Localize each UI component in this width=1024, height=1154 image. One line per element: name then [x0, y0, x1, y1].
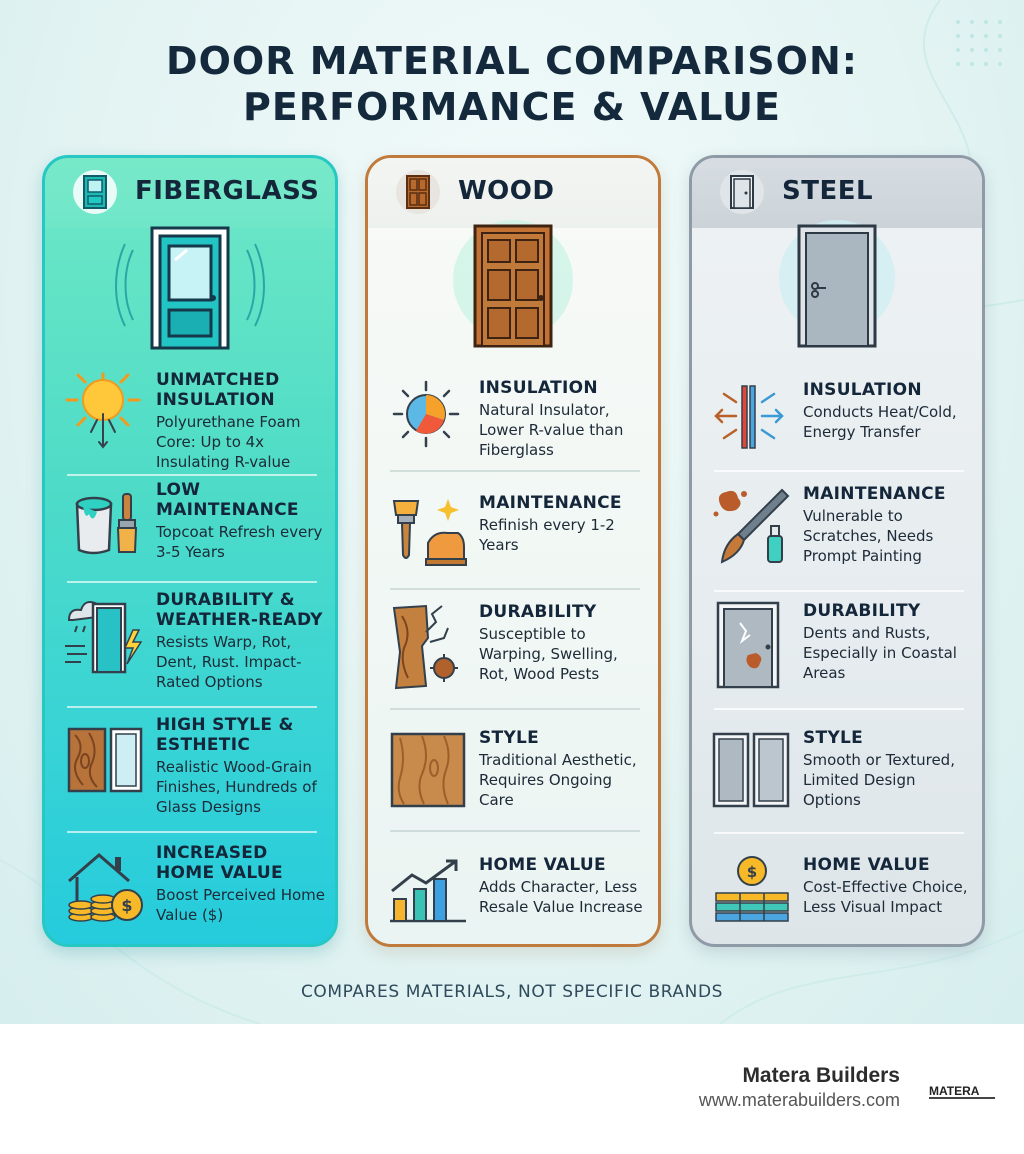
- title-line-2: PERFORMANCE & VALUE: [243, 85, 781, 129]
- divider: [714, 832, 964, 834]
- feature-description: Refinish every 1-2 Years: [479, 516, 615, 554]
- steel-door-icon: [720, 170, 764, 214]
- feature-description: Polyurethane Foam Core: Up to 4x Insulat…: [156, 413, 301, 471]
- rust-brush-icon: [710, 484, 794, 574]
- feature-title: INCREASED HOME VALUE: [156, 843, 283, 883]
- steel-door-illustration: [692, 220, 982, 360]
- fiberglass-header: FIBERGLASS: [45, 158, 335, 228]
- house-coins-icon: $: [63, 843, 147, 933]
- footer-url[interactable]: www.materabuilders.com: [698, 1090, 900, 1110]
- sun-snowflake-icon: [63, 370, 147, 460]
- logo-text: MATERA: [929, 1084, 980, 1098]
- sun-gauge-icon: [386, 378, 470, 468]
- paint-bucket-brush-icon: [63, 480, 147, 570]
- wood-panel-icon: [386, 728, 470, 818]
- feature-title: DURABILITY: [479, 602, 597, 622]
- feature-description: Topcoat Refresh every 3-5 Years: [156, 523, 323, 561]
- feature-title: HOME VALUE: [479, 855, 606, 875]
- feature-description: Susceptible to Warping, Swelling, Rot, W…: [479, 625, 618, 683]
- disclaimer: COMPARES MATERIALS, NOT SPECIFIC BRANDS: [300, 982, 724, 1002]
- wood-column: WOOD: [365, 155, 661, 947]
- steel-panels-icon: [710, 728, 794, 818]
- feature-description: Resists Warp, Rot, Dent, Rust. Impact-Ra…: [156, 633, 302, 691]
- fiberglass-feature-home-value: $ INCREASED HOME VALUE Boost Perceived H…: [59, 843, 325, 944]
- title-line-1: DOOR MATERIAL COMPARISON:: [166, 39, 858, 83]
- fiberglass-column: FIBERGLASS: [42, 155, 338, 947]
- fiberglass-title: FIBERGLASS: [135, 176, 320, 206]
- divider: [67, 706, 317, 708]
- wood-feature-home-value: HOME VALUE Adds Character, Less Resale V…: [382, 855, 644, 944]
- feature-description: Traditional Aesthetic, Requires Ongoing …: [479, 751, 637, 809]
- page-title: DOOR MATERIAL COMPARISON: PERFORMANCE & …: [0, 38, 1024, 130]
- feature-title: LOW MAINTENANCE: [156, 480, 299, 520]
- wood-feature-style: STYLE Traditional Aesthetic, Requires On…: [382, 728, 644, 833]
- feature-title: STYLE: [803, 728, 864, 748]
- feature-title: UNMATCHED INSULATION: [156, 370, 280, 410]
- divider: [390, 830, 640, 832]
- divider: [714, 590, 964, 592]
- woodgrain-glass-panel-icon: [63, 715, 147, 805]
- feature-description: Vulnerable to Scratches, Needs Prompt Pa…: [803, 507, 934, 565]
- divider: [714, 708, 964, 710]
- heat-transfer-icon: [710, 380, 794, 470]
- feature-description: Smooth or Textured, Limited Design Optio…: [803, 751, 955, 809]
- steel-feature-style: STYLE Smooth or Textured, Limited Design…: [706, 728, 968, 833]
- divider: [67, 474, 317, 476]
- feature-title: INSULATION: [803, 380, 922, 400]
- fiberglass-door-icon: [73, 170, 117, 214]
- svg-text:$: $: [747, 863, 757, 881]
- feature-description: Natural Insulator, Lower R-value than Fi…: [479, 401, 624, 459]
- wood-header: WOOD: [368, 158, 658, 228]
- company-logo: MATERA: [927, 1082, 999, 1102]
- brush-sander-icon: [386, 493, 470, 583]
- feature-description: Boost Perceived Home Value ($): [156, 886, 326, 924]
- divider: [67, 581, 317, 583]
- infographic: DOOR MATERIAL COMPARISON: PERFORMANCE & …: [0, 0, 1024, 1024]
- wood-feature-durability: DURABILITY Susceptible to Warping, Swell…: [382, 602, 644, 707]
- wood-feature-maintenance: MAINTENANCE Refinish every 1-2 Years: [382, 493, 644, 598]
- feature-title: HOME VALUE: [803, 855, 930, 875]
- feature-title: MAINTENANCE: [479, 493, 622, 513]
- steel-feature-maintenance: MAINTENANCE Vulnerable to Scratches, Nee…: [706, 484, 968, 589]
- divider: [390, 708, 640, 710]
- steel-column: STEEL: [689, 155, 985, 947]
- wood-door-illustration: [368, 220, 658, 360]
- feature-title: DURABILITY & WEATHER-READY: [156, 590, 323, 630]
- wood-feature-insulation: INSULATION Natural Insulator, Lower R-va…: [382, 378, 644, 483]
- wood-door-icon: [396, 170, 440, 214]
- feature-title: INSULATION: [479, 378, 598, 398]
- feature-description: Adds Character, Less Resale Value Increa…: [479, 878, 643, 916]
- fiberglass-feature-durability: DURABILITY & WEATHER-READY Resists Warp,…: [59, 590, 322, 695]
- feature-title: HIGH STYLE & ESTHETIC: [156, 715, 294, 755]
- feature-description: Realistic Wood-Grain Finishes, Hundreds …: [156, 758, 317, 816]
- feature-title: MAINTENANCE: [803, 484, 946, 504]
- feature-title: DURABILITY: [803, 601, 921, 621]
- footer-company-name: Matera Builders: [742, 1064, 900, 1087]
- fiberglass-feature-style: HIGH STYLE & ESTHETIC Realistic Wood-Gra…: [59, 715, 321, 820]
- steel-header: STEEL: [692, 158, 982, 228]
- divider: [67, 831, 317, 833]
- cracked-wood-icon: [386, 602, 470, 692]
- steel-feature-insulation: INSULATION Conducts Heat/Cold, Energy Tr…: [706, 380, 968, 485]
- feature-description: Conducts Heat/Cold, Energy Transfer: [803, 403, 957, 441]
- fiberglass-feature-insulation: UNMATCHED INSULATION Polyurethane Foam C…: [59, 370, 321, 475]
- svg-text:$: $: [121, 896, 132, 915]
- feature-description: Cost-Effective Choice, Less Visual Impac…: [803, 878, 968, 916]
- wood-title: WOOD: [458, 176, 555, 206]
- steel-feature-home-value: $ HOME VALUE Cost-Effective Choice, Less…: [706, 855, 968, 944]
- dented-door-icon: [710, 601, 794, 691]
- coin-bars-icon: $: [710, 855, 794, 944]
- divider: [390, 470, 640, 472]
- steel-feature-durability: DURABILITY Dents and Rusts, Especially i…: [706, 601, 968, 706]
- feature-description: Dents and Rusts, Especially in Coastal A…: [803, 624, 957, 682]
- feature-title: STYLE: [479, 728, 540, 748]
- divider: [714, 470, 964, 472]
- fiberglass-door-illustration: [45, 220, 335, 360]
- storm-door-icon: [63, 590, 147, 680]
- bar-chart-arrow-icon: [386, 855, 470, 944]
- fiberglass-feature-maintenance: LOW MAINTENANCE Topcoat Refresh every 3-…: [59, 480, 322, 585]
- steel-title: STEEL: [782, 176, 874, 206]
- divider: [390, 588, 640, 590]
